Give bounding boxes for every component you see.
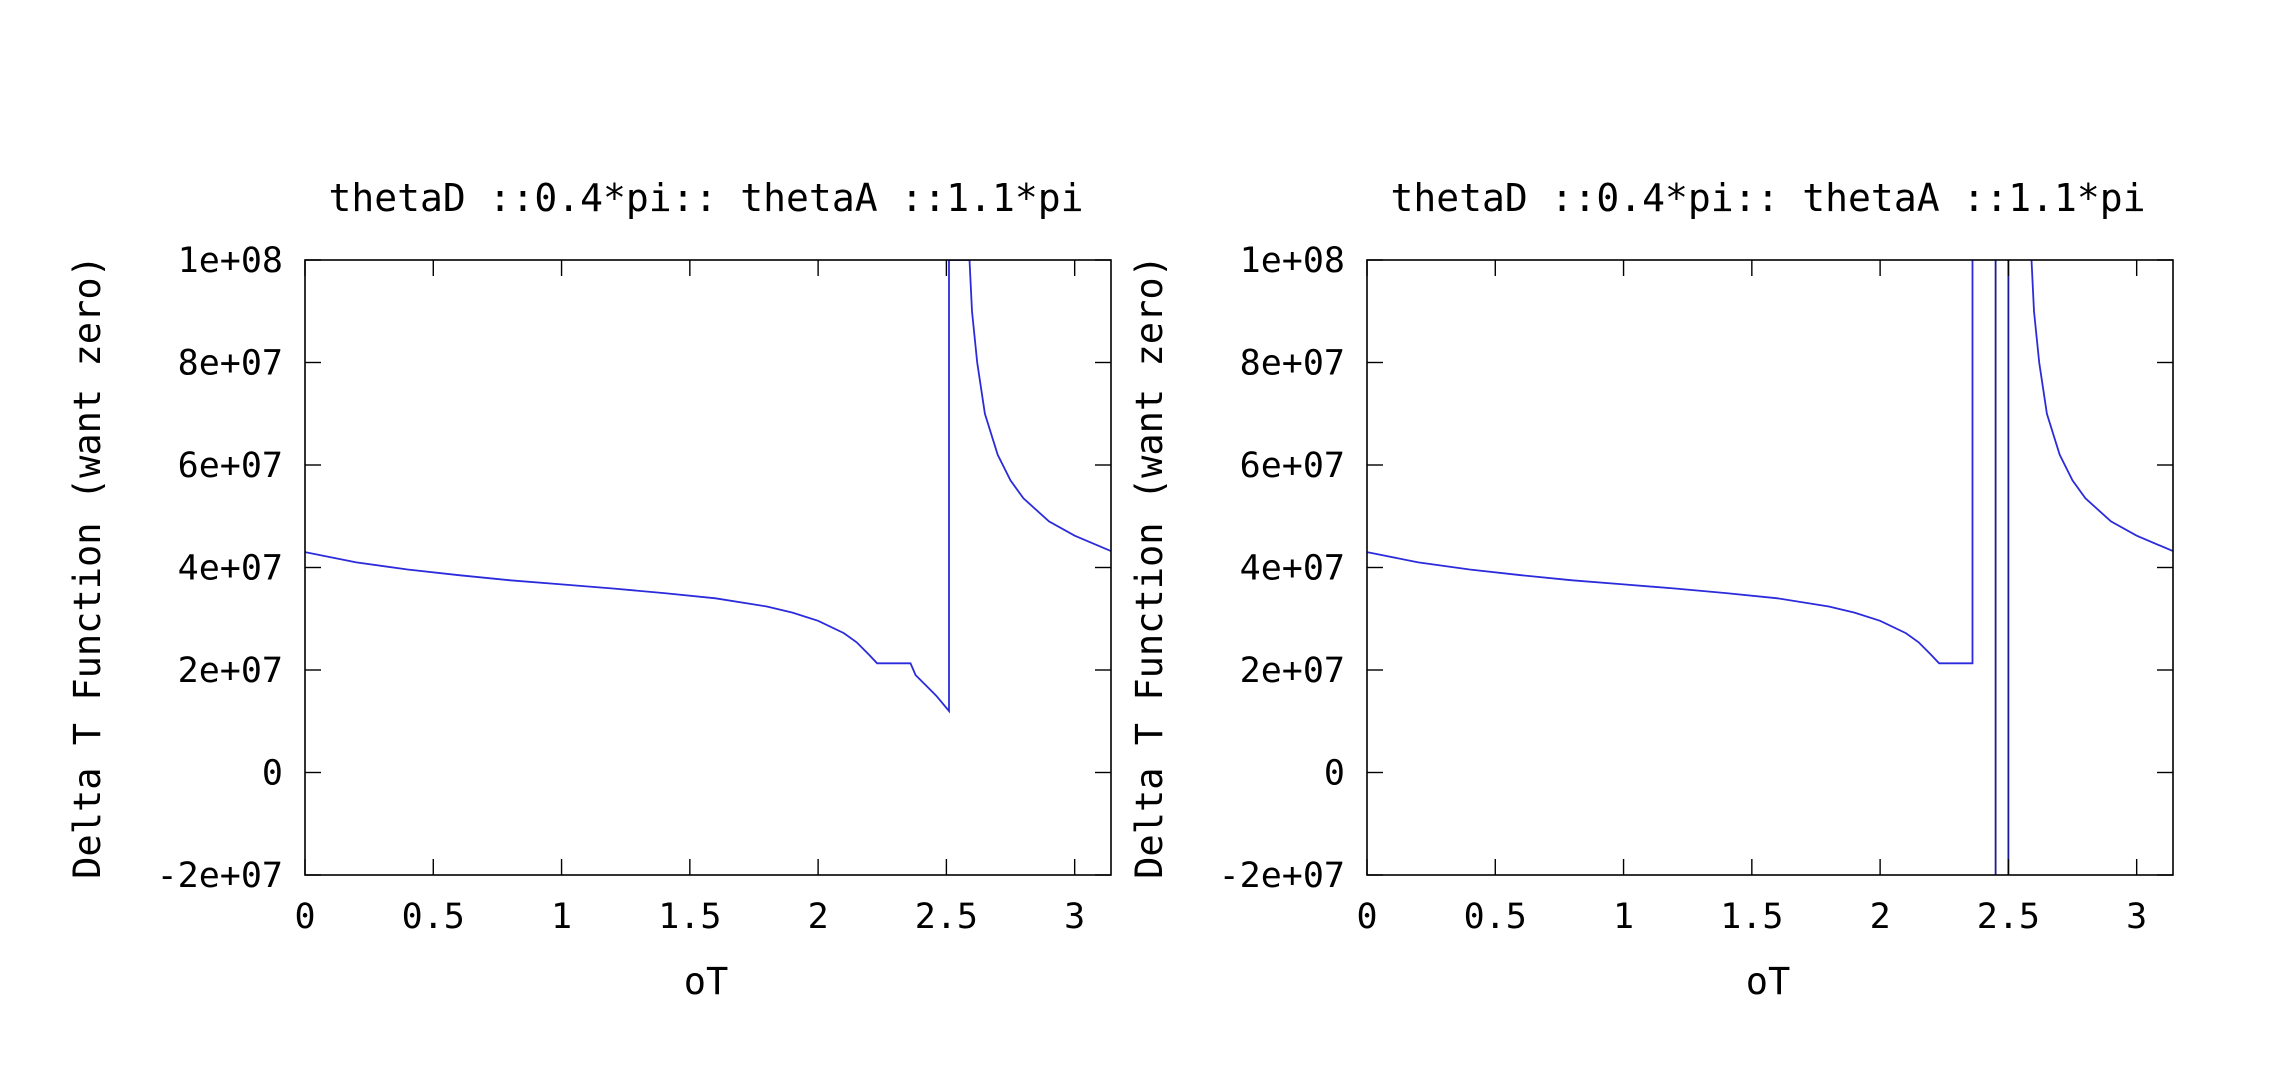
x-tick-label: 1 <box>1613 897 1634 937</box>
x-tick-label: 0.5 <box>1464 897 1527 937</box>
y-tick-label: 6e+07 <box>1240 446 1345 486</box>
x-tick-label: 0 <box>294 897 315 937</box>
y-tick-label: 1e+08 <box>1240 241 1345 281</box>
y-tick-label: 1e+08 <box>178 241 283 281</box>
x-tick-label: 3 <box>1064 897 1085 937</box>
x-tick-label: 2.5 <box>915 897 978 937</box>
x-axis-label: oT <box>684 960 729 1003</box>
x-tick-label: 2 <box>808 897 829 937</box>
chart-panel-right: thetaD ::0.4*pi:: thetaA ::1.1*pi oT Del… <box>1128 176 2174 1003</box>
series-line-0 <box>1367 260 1974 665</box>
chart-title: thetaD ::0.4*pi:: thetaA ::1.1*pi <box>329 176 1084 220</box>
x-tick-label: 1.5 <box>658 897 721 937</box>
y-tick-label: 2e+07 <box>178 651 283 691</box>
x-tick-label: 1.5 <box>1720 897 1783 937</box>
x-tick-label: 0 <box>1356 897 1377 937</box>
y-tick-label: 4e+07 <box>1240 549 1345 589</box>
y-axis-label: Delta T Function (want zero) <box>66 255 109 879</box>
y-tick-label: -2e+07 <box>1219 856 1345 896</box>
y-tick-label: 0 <box>1324 754 1345 794</box>
y-tick-label: 4e+07 <box>178 549 283 589</box>
x-tick-label: 0.5 <box>402 897 465 937</box>
y-tick-label: -2e+07 <box>157 856 283 896</box>
plot-frame <box>1366 259 2174 876</box>
plot-frame <box>304 259 1112 876</box>
y-tick-label: 8e+07 <box>1240 344 1345 384</box>
series-line-0 <box>305 260 1111 714</box>
x-tick-label: 2.5 <box>1977 897 2040 937</box>
y-tick-label: 8e+07 <box>178 344 283 384</box>
y-tick-label: 0 <box>262 754 283 794</box>
chart-panel-left: thetaD ::0.4*pi:: thetaA ::1.1*pi oT Del… <box>66 176 1112 1003</box>
x-tick-label: 2 <box>1870 897 1891 937</box>
y-tick-label: 6e+07 <box>178 446 283 486</box>
series-line-3 <box>2030 260 2173 552</box>
chart-title: thetaD ::0.4*pi:: thetaA ::1.1*pi <box>1391 176 2146 220</box>
y-axis-label: Delta T Function (want zero) <box>1128 255 1171 879</box>
y-tick-label: 2e+07 <box>1240 651 1345 691</box>
x-tick-label: 1 <box>551 897 572 937</box>
x-axis-label: oT <box>1746 960 1791 1003</box>
x-tick-label: 3 <box>2126 897 2147 937</box>
